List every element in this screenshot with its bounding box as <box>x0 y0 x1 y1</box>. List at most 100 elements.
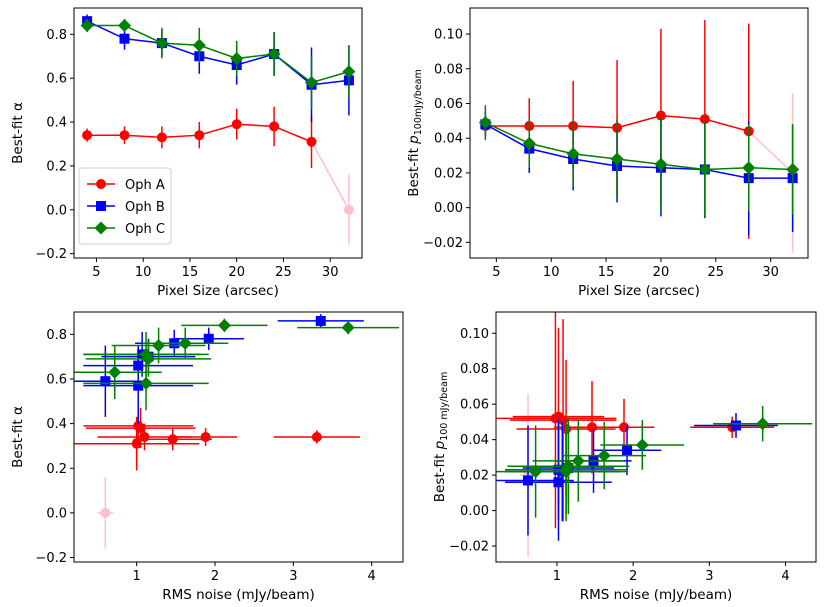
x-tick-label: 2 <box>629 569 637 584</box>
point-oph-c <box>342 65 356 79</box>
point-oph-c <box>152 338 166 352</box>
y-tick-label: 0.06 <box>460 398 489 413</box>
x-tick-label: 25 <box>708 265 725 280</box>
y-tick-label: 0.02 <box>460 469 489 484</box>
point-oph-c <box>230 51 244 65</box>
x-tick-label: 30 <box>322 265 339 280</box>
panel-alpha-vs-rms-noise: 1 2 3 4 −0.2 0.0 0.2 0.4 0.6 0.8 RMS noise (mJy/be… <box>10 311 404 603</box>
y-tick-label: 0.6 <box>46 72 67 87</box>
x-tick-label: 20 <box>653 265 670 280</box>
panel-p-vs-rms-noise: 1 2 3 4 −0.02 0.00 0.02 0.04 0.06 0.08 0.10 RMS noi… <box>432 311 817 603</box>
point-oph-a <box>167 434 178 445</box>
y-tick-label: 0.04 <box>434 132 463 147</box>
point-oph-a <box>269 121 280 132</box>
point-oph-c <box>139 376 153 390</box>
legend: Oph A Oph B Oph C <box>78 167 172 245</box>
y-tick-label: 0.4 <box>46 417 67 432</box>
x-tick-label: 4 <box>781 569 789 584</box>
point-oph-b <box>315 315 326 326</box>
y-tick-label: 0.4 <box>46 116 67 131</box>
axes-frame <box>495 311 817 563</box>
y-tick-label: 0.06 <box>434 97 463 112</box>
point-oph-b <box>203 333 214 344</box>
y-axis-label: Best-fit α <box>10 102 26 164</box>
y-tick-label: 0.2 <box>46 462 67 477</box>
point-oph-b <box>100 376 111 387</box>
y-tick-label: 0.08 <box>434 62 463 77</box>
point-oph-c <box>742 161 756 175</box>
y-axis-label: Best-fit α <box>10 406 26 468</box>
legend-label: Oph B <box>125 200 165 215</box>
point-oph-a <box>306 136 317 147</box>
x-tick-label: 10 <box>543 265 560 280</box>
point-oph-c <box>139 347 153 361</box>
legend-marker <box>96 179 106 189</box>
point-oph-a <box>119 130 130 141</box>
series-oph-a <box>496 312 775 529</box>
point-oph-c <box>192 38 206 52</box>
series-oph-c <box>496 405 813 522</box>
point-oph-c <box>597 449 611 463</box>
axes-frame <box>469 7 809 259</box>
series-oph-b <box>82 14 354 123</box>
point-oph-a <box>699 114 710 125</box>
series-oph-c <box>478 105 800 219</box>
x-tick-label: 5 <box>492 265 500 280</box>
x-axis-label: RMS noise (mJy/beam) <box>162 587 315 603</box>
y-tick-label: 0.10 <box>460 327 489 342</box>
x-tick-label: 15 <box>182 265 199 280</box>
x-tick-label: 30 <box>762 265 779 280</box>
point-oph-a <box>200 432 211 442</box>
x-tick-label: 5 <box>92 265 100 280</box>
y-tick-label: −0.2 <box>35 247 67 262</box>
legend-marker <box>96 201 106 211</box>
point-oph-b <box>133 380 144 391</box>
point-oph-c <box>108 365 122 379</box>
point-oph-a <box>311 432 322 442</box>
x-tick-label: 3 <box>705 569 713 584</box>
point-oph-c <box>117 19 131 33</box>
series-line-oph-c <box>87 24 350 84</box>
y-tick-label: 0.04 <box>460 433 489 448</box>
series-line-oph-c <box>485 121 793 171</box>
point-oph-a <box>587 422 597 433</box>
point-oph-c <box>566 147 580 161</box>
panel-p-vs-pixel-size: 5 10 15 20 25 30 −0.02 0.00 0.02 0.04 0.06 0.08 0.10… <box>406 7 809 299</box>
y-tick-label: 0.0 <box>46 203 67 218</box>
point-oph-c <box>571 454 585 468</box>
y-tick-label: 0.0 <box>46 506 67 521</box>
y-axis-label: Best-fit p100 mJy/beam <box>432 372 450 502</box>
point-oph-c <box>305 76 319 90</box>
point-oph-c <box>478 116 492 130</box>
point-oph-c <box>217 318 231 332</box>
series-oph-a <box>74 407 360 471</box>
point-oph-c <box>610 152 624 166</box>
point-oph-c <box>698 162 712 176</box>
legend-marker <box>94 221 108 235</box>
y-tick-label: 0.08 <box>460 362 489 377</box>
y-tick-label: 0.6 <box>46 372 67 387</box>
point-oph-b <box>731 420 741 431</box>
plot-area <box>478 20 800 253</box>
point-oph-b <box>553 477 564 488</box>
x-tick-label: 4 <box>368 569 376 584</box>
point-oph-a <box>131 438 142 449</box>
y-tick-label: 0.00 <box>460 504 489 519</box>
axes-frame <box>73 7 363 259</box>
y-tick-label: 0.02 <box>434 166 463 181</box>
plot-area <box>496 312 813 557</box>
x-tick-label: 3 <box>289 569 297 584</box>
legend-label: Oph A <box>125 178 165 193</box>
point-oph-c <box>756 417 770 431</box>
panel-alpha-vs-pixel-size: 5 10 15 20 25 30 −0.2 0.0 0.2 0.4 0.6 0.8 Pixel Size… <box>10 7 363 299</box>
series-oph-a <box>82 106 317 169</box>
x-tick-label: 15 <box>598 265 615 280</box>
x-axis-label: Pixel Size (arcsec) <box>157 283 279 299</box>
point-oph-b <box>523 475 533 486</box>
legend-label: Oph C <box>125 222 165 237</box>
point-oph-a <box>135 423 146 434</box>
excluded-line <box>310 141 350 211</box>
series-line-oph-b <box>485 123 793 179</box>
point-oph-c <box>786 162 800 176</box>
x-tick-label: 10 <box>135 265 152 280</box>
